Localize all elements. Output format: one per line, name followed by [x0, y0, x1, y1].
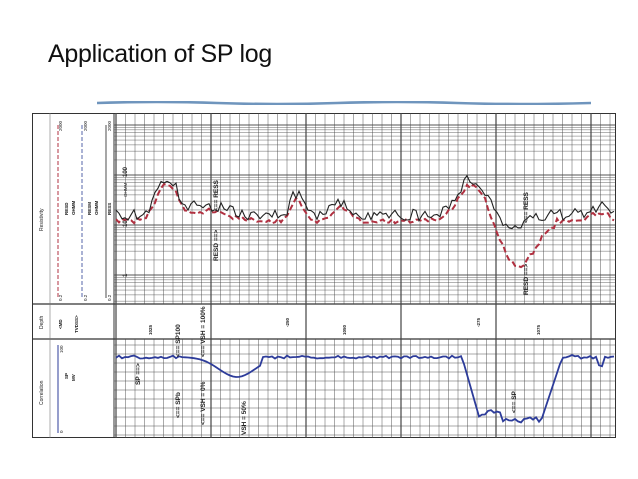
scale-label-10: 10: [123, 220, 129, 227]
ress-min: 0.2: [107, 294, 112, 301]
sp-mnemonic: SP: [64, 373, 69, 379]
sp-max: 100: [59, 345, 64, 353]
correlation-header: Correlation SP MV 0 100: [39, 345, 76, 433]
annotation-sp-arrow: SP ==>: [135, 363, 142, 385]
depth-track-name: Depth: [39, 315, 45, 329]
annotation-vsh-50: VSH = 50%: [241, 401, 248, 435]
ress-mnemonic: RESS: [107, 203, 112, 215]
scale-label-100: 100: [123, 166, 129, 177]
resd-mnemonic: RESD: [64, 202, 69, 215]
ress-max: 2000: [107, 120, 112, 131]
annotation-ress-1: <== RESS: [213, 179, 220, 211]
annotation-resd-2: RESD ==>: [523, 264, 530, 295]
resm-header-curve: RESM OHMM 0.2 2000: [81, 120, 99, 301]
resm-max: 2000: [83, 120, 88, 131]
annotation-spb: <== SPb: [175, 392, 182, 418]
scale-label-1: 1: [123, 273, 129, 277]
depth-label-1050: 1050: [342, 324, 347, 335]
resd-max: 2000: [58, 120, 63, 131]
annotation-vsh-100: <== VSH = 100%: [200, 306, 207, 357]
title-divider: [97, 101, 591, 105]
well-log-plot: Resistivity RESD OHMM 0.2 2000 RESM OHMM…: [32, 113, 616, 438]
annotation-ress-2: <== RESS: [523, 191, 530, 223]
resd-curve: [115, 182, 615, 269]
annotation-sp-low: <== SP: [511, 390, 518, 413]
sp-unit: MV: [71, 374, 76, 381]
sp-min: 0: [59, 430, 64, 433]
resm-min: 0.2: [83, 294, 88, 301]
scale-label-ohmm: OHMM: [123, 183, 128, 197]
depth-label-275: -275: [476, 317, 481, 327]
slide-title: Application of SP log: [48, 40, 272, 68]
annotation-resd-1: RESD ==>: [213, 230, 220, 261]
correlation-track-name: Correlation: [39, 380, 45, 405]
resistivity-header: Resistivity RESD OHMM 0.2 2000 RESM OHMM…: [39, 120, 112, 301]
resm-unit: OHMM: [94, 201, 99, 215]
resistivity-grid: [114, 113, 615, 304]
depth-header: Depth <MD TVDSS>: [39, 315, 79, 333]
ress-header-curve: RESS 0.2 2000: [105, 120, 112, 301]
ress-curve: [115, 174, 615, 230]
depth-label-1025: 1025: [148, 324, 153, 335]
annotation-sp100: <== SP100: [175, 324, 182, 357]
resm-mnemonic: RESM: [87, 202, 92, 215]
depth-md-label: <MD: [58, 319, 63, 329]
depth-label-1075: 1075: [536, 324, 541, 335]
resistivity-track-name: Resistivity: [39, 208, 45, 231]
depth-label-250: -250: [285, 317, 290, 327]
depth-tvdss-label: TVDSS>: [74, 315, 79, 333]
resd-unit: OHMM: [71, 201, 76, 215]
annotation-vsh-0: <== VSH = 0%: [200, 381, 207, 425]
resd-header-curve: RESD OHMM 0.2 2000: [57, 120, 76, 301]
resd-min: 0.2: [58, 294, 63, 301]
sp-curve: [115, 354, 615, 424]
correlation-grid: [114, 304, 615, 438]
